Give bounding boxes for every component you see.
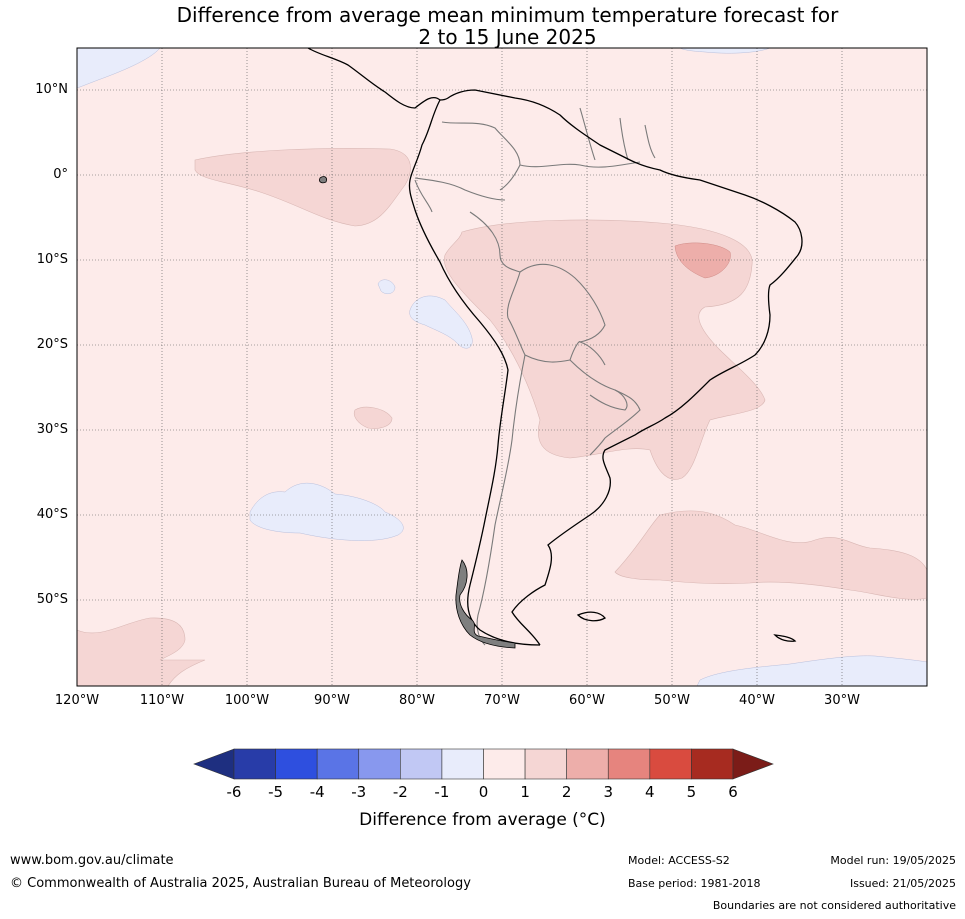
south-atlantic-warm-region <box>614 510 928 600</box>
fragmented-coast-detail <box>319 176 516 649</box>
bolivia-paraguay-argentina-border <box>524 341 606 366</box>
colorbar-cell <box>400 748 443 780</box>
lon-label-110w: 110°W <box>139 693 185 708</box>
graticule <box>77 48 927 686</box>
pacific-southwest-warm-region <box>76 617 206 687</box>
colorbar-cell <box>316 748 360 780</box>
argentina-brazil-uruguay-border <box>589 389 641 456</box>
south-atlantic-cool-region <box>696 655 928 687</box>
colorbar-cell <box>566 748 609 780</box>
colorbar-tick-minus-1: -1 <box>434 783 450 801</box>
lon-label-120w: 120°W <box>54 693 100 708</box>
chilean-fjords <box>455 559 516 649</box>
lat-label-20s: 20°S <box>36 337 68 352</box>
bolivia-chile-border <box>507 317 526 356</box>
coastlines <box>307 47 803 646</box>
footer-model: Model: ACCESS-S2 <box>628 854 730 867</box>
venezuela-brazil-border <box>519 161 641 168</box>
small-pacific-warm-region <box>353 406 393 429</box>
northeast-cool-region <box>679 47 771 54</box>
colorbar-title: Difference from average (°C) <box>359 810 606 830</box>
lon-label-100w: 100°W <box>224 693 270 708</box>
colombia-peru-border <box>414 177 506 201</box>
title-line-2: 2 to 15 June 2025 <box>418 25 597 49</box>
south-georgia <box>773 634 797 642</box>
colorbar-tick-minus-4: -4 <box>309 783 325 801</box>
lat-label-50s: 50°S <box>36 592 68 607</box>
colorbar-tick-6: 6 <box>728 783 738 801</box>
lon-label-50w: 50°W <box>654 693 690 708</box>
guianas-borders <box>579 107 656 161</box>
bolivia-brazil-border <box>519 263 606 343</box>
map-frame <box>76 47 928 687</box>
lon-label-70w: 70°W <box>484 693 520 708</box>
lat-label-40s: 40°S <box>36 507 68 522</box>
lon-label-90w: 90°W <box>314 693 350 708</box>
cool-anomaly-regions <box>76 47 928 687</box>
lon-label-80w: 80°W <box>399 693 435 708</box>
colorbar-cell <box>275 748 318 780</box>
colorbar-cell <box>358 748 401 780</box>
colombia-venezuela-border <box>441 121 521 191</box>
colorbar <box>193 748 774 780</box>
colorbar-tick-minus-2: -2 <box>392 783 408 801</box>
lon-label-40w: 40°W <box>739 693 775 708</box>
colorbar-tick-5: 5 <box>686 783 697 801</box>
northwest-cool-region <box>76 47 161 89</box>
colorbar-cell <box>483 748 526 780</box>
paraguay-border <box>569 359 628 411</box>
colorbar-under-arrow <box>193 748 235 780</box>
peru-brazil-border <box>469 211 521 273</box>
colorbar-cells <box>233 748 734 780</box>
colorbar-tick-0: 0 <box>478 783 489 801</box>
small-pacific-cool-region <box>377 279 396 295</box>
map-title: Difference from average mean minimum tem… <box>0 4 965 48</box>
galapagos-islands <box>319 176 327 184</box>
chile-argentina-border <box>476 354 526 646</box>
northeast-brazil-strong-warm-region <box>674 242 731 279</box>
colorbar-tick-minus-6: -6 <box>226 783 242 801</box>
footer-base-period: Base period: 1981-2018 <box>628 877 761 890</box>
footer-disclaimer: Boundaries are not considered authoritat… <box>712 899 956 912</box>
title-line-1: Difference from average mean minimum tem… <box>176 3 839 27</box>
falkland-islands <box>576 611 606 622</box>
colorbar-cell <box>649 748 692 780</box>
colorbar-tick-1: 1 <box>520 783 530 801</box>
lat-label-0: 0° <box>53 167 68 182</box>
colorbar-cell <box>441 748 484 780</box>
footer-model-run: Model run: 19/05/2025 <box>830 854 956 867</box>
ecuador-border <box>414 179 433 213</box>
colorbar-tick-3: 3 <box>603 783 614 801</box>
lat-label-10s: 10°S <box>36 252 68 267</box>
colorbar-cell <box>607 748 651 780</box>
footer-issued: Issued: 21/05/2025 <box>849 877 956 890</box>
equatorial-pacific-warm-region <box>194 148 411 227</box>
south-pacific-cool-region <box>249 483 404 541</box>
lon-label-60w: 60°W <box>569 693 605 708</box>
south-america-atlantic-coast <box>439 89 803 646</box>
colorbar-tick-4: 4 <box>645 783 655 801</box>
colorbar-cell <box>233 748 276 780</box>
peru-coast-cool-region <box>409 295 473 349</box>
colorbar-tick-minus-3: -3 <box>351 783 367 801</box>
country-borders <box>414 107 656 646</box>
south-america-pacific-coast <box>408 99 541 646</box>
central-america-coast <box>307 47 441 109</box>
lon-label-30w: 30°W <box>824 693 860 708</box>
footer-copyright: © Commonwealth of Australia 2025, Austra… <box>10 876 471 891</box>
lat-label-30s: 30°S <box>36 422 68 437</box>
peru-bolivia-border <box>506 271 521 319</box>
brazil-warm-region <box>443 219 766 480</box>
colorbar-over-arrow <box>732 748 774 780</box>
colorbar-cell <box>691 748 734 780</box>
colorbar-tick-minus-5: -5 <box>268 783 284 801</box>
colorbar-cell <box>524 748 567 780</box>
footer-url: www.bom.gov.au/climate <box>10 853 174 868</box>
colorbar-tick-2: 2 <box>561 783 572 801</box>
lat-label-10n: 10°N <box>35 82 68 97</box>
warm-anomaly-regions <box>76 148 928 687</box>
